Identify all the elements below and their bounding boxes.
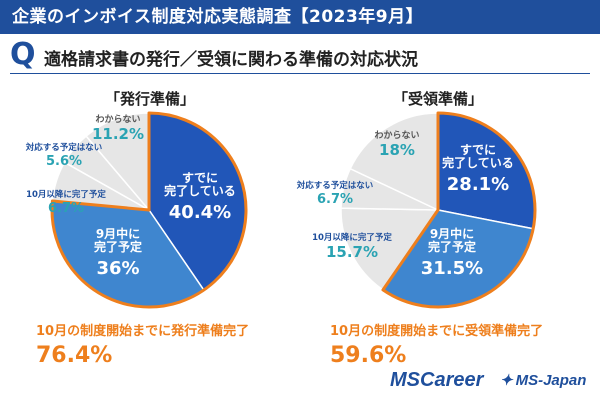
chart-title: 「受領準備」 [393,90,483,108]
slice-label: 対応する予定はない [25,142,103,153]
slice-value: 31.5% [421,258,483,279]
completed-portion-outline [50,111,248,309]
ms-japan-mark-icon: ✦ [500,372,513,389]
chart-title: 「発行準備」 [105,90,195,108]
ms-japan-logo: ✦ MS-Japan [500,371,586,389]
slice-value: 5.6% [46,154,82,169]
slice-value: 15.7% [326,243,378,261]
slice-label: 9月中に完了予定 [94,226,142,254]
slice-label: わからない [374,130,419,141]
pie-slice [437,112,536,230]
pie-slice [349,112,439,212]
question-text: 適格請求書の発行／受領に関わる準備の対応状況 [44,50,418,70]
slice-label: 対応する予定はない [296,180,374,191]
slice-value: 36% [96,258,139,279]
slice-label: すでに完了している [442,143,514,170]
summary-value: 59.6% [330,343,406,368]
mscareer-logo: MSCareer [390,369,484,391]
summary-label: 10月の制度開始までに発行準備完了 [36,323,249,339]
slice-value: 6.7% [48,201,84,216]
page-title: 企業のインボイス制度対応実態調査【2023年9月】 [0,0,600,34]
summary-value: 76.4% [36,343,112,368]
slice-label: わからない [95,114,140,125]
slice-value: 11.2% [92,125,144,143]
slice-label: すでに完了している [164,171,236,198]
slice-label: 9月中に完了予定 [428,226,476,254]
slice-label: 10月以降に完了予定 [26,189,106,200]
slice-value: 6.7% [317,192,353,207]
ms-japan-logo-text: MS-Japan [515,372,587,389]
pie-slice [340,207,440,291]
completed-portion-outline [381,111,537,309]
question-divider [10,73,590,74]
slice-value: 28.1% [447,174,509,195]
slice-value: 40.4% [169,202,231,223]
slice-value: 18% [379,141,415,159]
summary-label: 10月の制度開始までに受領準備完了 [330,323,543,339]
slice-label: 10月以降に完了予定 [312,232,392,243]
question-badge: Q [10,37,36,72]
